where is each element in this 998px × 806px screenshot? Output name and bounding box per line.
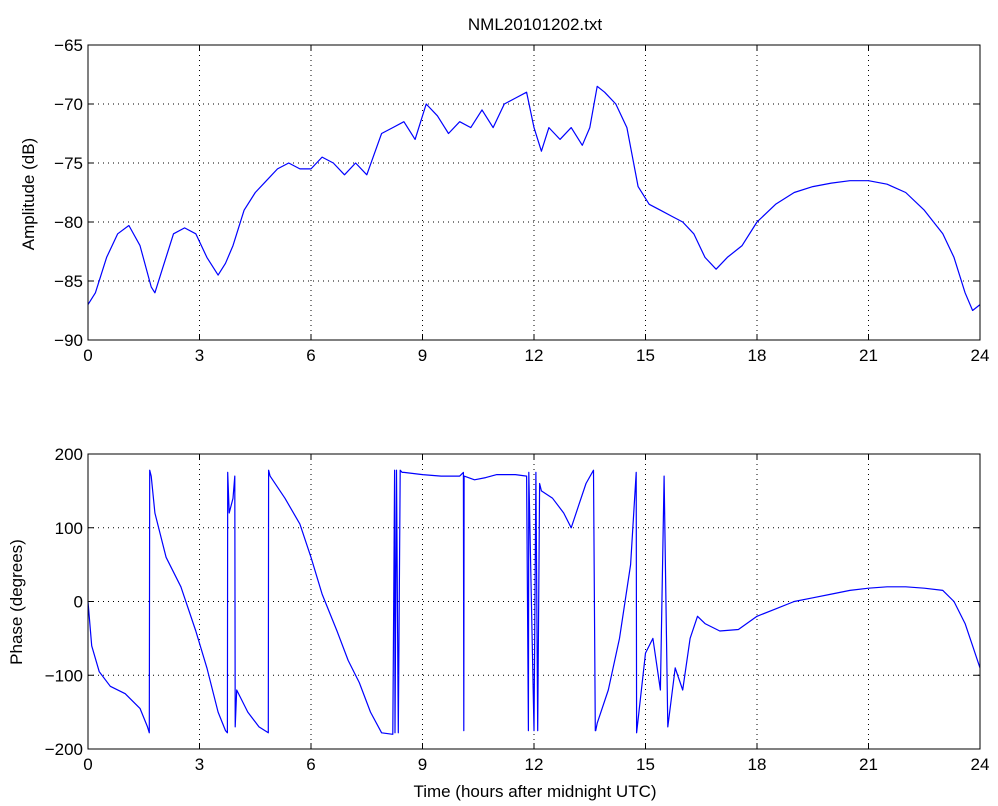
phase-x-tick-label: 3 [195,755,204,774]
phase-y-tick-label: −100 [45,666,83,685]
amplitude-x-tick-label: 15 [636,346,655,365]
phase-y-tick-label: −200 [45,740,83,759]
amplitude-x-tick-label: 9 [418,346,427,365]
amplitude-x-tick-label: 6 [306,346,315,365]
amplitude-x-tick-label: 18 [748,346,767,365]
amplitude-x-tick-label: 12 [525,346,544,365]
phase-x-tick-label: 0 [83,755,92,774]
amplitude-x-tick-label: 3 [195,346,204,365]
phase-y-tick-label: 0 [74,593,83,612]
phase-series-line [87,469,981,735]
amplitude-y-tick-label: −85 [54,272,83,291]
phase-x-tick-label: 18 [748,755,767,774]
phase-x-tick-label: 15 [636,755,655,774]
amplitude-y-tick-label: −65 [54,36,83,55]
amplitude-y-tick-label: −80 [54,213,83,232]
amplitude-y-axis-label: Amplitude (dB) [19,138,38,250]
time-x-axis-label: Time (hours after midnight UTC) [413,782,656,801]
amplitude-x-tick-label: 24 [971,346,990,365]
phase-x-tick-label: 21 [859,755,878,774]
amplitude-y-tick-label: −70 [54,95,83,114]
amplitude-y-tick-label: −90 [54,331,83,350]
amplitude-series-line [87,85,981,312]
phase-x-tick-label: 9 [418,755,427,774]
amplitude-x-tick-label: 0 [83,346,92,365]
phase-y-axis-label: Phase (degrees) [7,539,26,665]
amplitude-axes: 0 3 6 9 12 15 18 21 24 −90 −85 −80 −75 −70 −65 [54,36,989,365]
amplitude-y-tick-label: −75 [54,154,83,173]
phase-x-tick-label: 24 [971,755,990,774]
phase-y-tick-label: 200 [55,445,83,464]
phase-y-tick-label: 100 [55,519,83,538]
phase-x-tick-label: 12 [525,755,544,774]
chart-title: NML20101202.txt [468,15,602,34]
amplitude-x-tick-label: 21 [859,346,878,365]
phase-x-tick-label: 6 [306,755,315,774]
phase-axes: 0 3 6 9 12 15 18 21 24 −200 −100 0 100 200 [45,445,990,774]
